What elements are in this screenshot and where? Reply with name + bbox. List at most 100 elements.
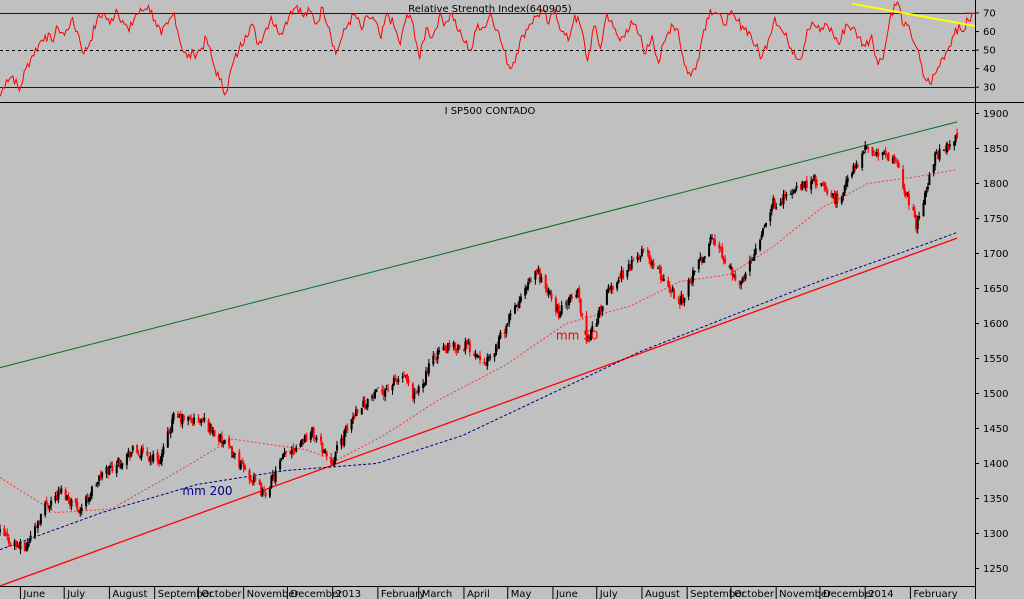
candle-up: [365, 406, 368, 408]
candle-up: [772, 198, 775, 206]
candle-down: [86, 494, 89, 500]
candle-up: [765, 223, 767, 227]
month-label: July: [599, 589, 618, 599]
candle-down: [356, 409, 359, 413]
candle-up: [616, 282, 619, 289]
candle-down: [896, 161, 899, 163]
candle-up: [355, 409, 357, 417]
candle-up: [711, 238, 713, 239]
candle-up: [162, 446, 165, 454]
candle-up: [589, 330, 592, 340]
candle-up: [57, 490, 60, 500]
candle-up: [515, 305, 518, 307]
candle-down: [877, 152, 880, 156]
candle-down: [177, 413, 179, 418]
rsi-ytick-label: 70: [983, 8, 996, 19]
candle-up: [605, 289, 608, 305]
candle-up: [565, 303, 568, 305]
candle-up: [200, 419, 203, 423]
candle-down: [546, 287, 549, 292]
candle-down: [668, 284, 671, 292]
candle-up: [759, 239, 762, 250]
candle-down: [874, 155, 877, 157]
candle-up: [528, 279, 531, 281]
candle-up: [283, 452, 286, 455]
candle-down: [638, 255, 640, 258]
candle-down: [3, 528, 6, 536]
candle-down: [816, 184, 818, 185]
candle-up: [44, 502, 47, 515]
candle-down: [213, 429, 216, 437]
candle-down: [416, 391, 419, 393]
candle-down: [190, 418, 193, 420]
candle-down: [67, 496, 70, 500]
candle-down: [854, 167, 856, 170]
candle-up: [703, 256, 706, 259]
candle-up: [432, 355, 435, 365]
candle-up: [505, 326, 508, 334]
candle-up: [954, 134, 957, 143]
month-label: May: [511, 589, 532, 599]
rsi-ytick-label: 50: [983, 46, 996, 57]
candle-down: [600, 305, 603, 313]
candle-up: [90, 486, 93, 496]
price-ytick-label: 1550: [983, 354, 1008, 365]
candle-down: [411, 383, 414, 399]
candle-down: [465, 340, 468, 344]
candle-down: [414, 392, 417, 394]
candle-down: [454, 342, 457, 350]
candle-down: [330, 457, 333, 465]
candle-up: [181, 414, 184, 425]
candle-up: [384, 389, 387, 397]
candle-down: [118, 459, 121, 467]
candle-down: [76, 502, 79, 510]
candle-up: [595, 322, 598, 327]
candle-up: [926, 186, 929, 190]
candle-down: [802, 182, 805, 188]
candle-up: [708, 243, 711, 257]
candle-up: [36, 521, 39, 529]
month-label: February: [381, 589, 425, 599]
candle-down: [773, 199, 776, 208]
candle-down: [292, 448, 295, 451]
upper-trendline: [0, 121, 958, 369]
candle-up: [610, 285, 613, 290]
candle-down: [9, 543, 12, 545]
candle-down: [677, 298, 680, 300]
month-label: December: [290, 589, 343, 599]
candle-down: [197, 418, 200, 420]
candle-up: [452, 342, 455, 348]
candle-down: [530, 281, 533, 283]
candle-down: [146, 451, 149, 456]
candle-up: [333, 460, 336, 466]
candle-down: [433, 356, 436, 358]
candle-up: [125, 454, 128, 465]
candle-up: [934, 152, 937, 166]
candle-up: [417, 386, 420, 393]
candle-up: [687, 280, 690, 297]
price-ytick-label: 1900: [983, 109, 1008, 120]
candle-down: [667, 280, 670, 287]
candle-up: [101, 472, 104, 478]
candle-down: [74, 499, 77, 503]
candle-up: [375, 389, 378, 392]
candle-down: [826, 190, 829, 194]
candle-up: [350, 419, 353, 430]
candle-down: [305, 435, 308, 442]
candle-up: [591, 326, 594, 331]
candle-down: [728, 264, 731, 268]
candle-down: [783, 194, 786, 198]
candle-down: [658, 267, 661, 269]
candle-down: [937, 153, 940, 160]
candle-down: [700, 259, 703, 263]
candle-up: [48, 505, 51, 509]
candle-up: [639, 258, 642, 259]
price-layer: [0, 121, 959, 587]
candle-up: [732, 275, 735, 277]
candle-down: [907, 194, 910, 205]
candle-down: [800, 184, 802, 190]
candle-up: [13, 541, 16, 547]
candle-down: [142, 447, 144, 451]
candle-down: [836, 193, 839, 204]
